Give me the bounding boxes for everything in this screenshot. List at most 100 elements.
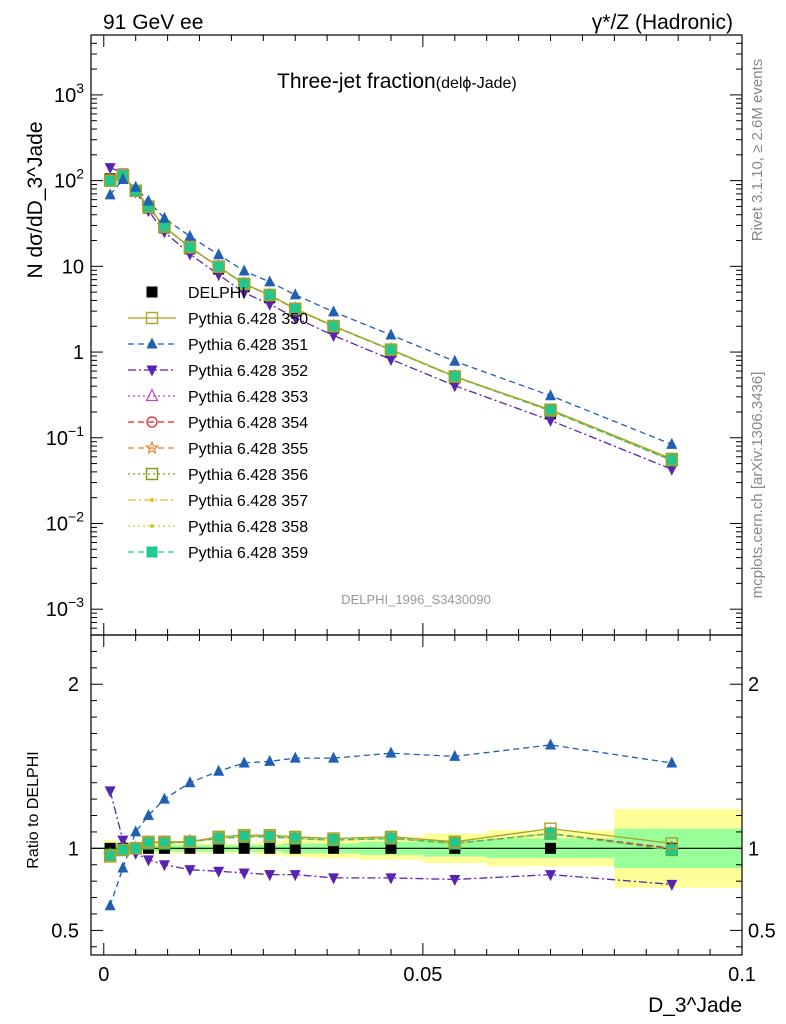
y-tick-label-ratio-left: 0.5 <box>51 920 79 942</box>
analysis-label: DELPHI_1996_S3430090 <box>341 592 491 607</box>
series-point <box>158 835 171 848</box>
legend-label: Pythia 6.428 357 <box>188 493 308 510</box>
series-point <box>158 860 170 872</box>
legend-entry: Pythia 6.428 351 <box>128 337 308 354</box>
series-point <box>384 343 398 356</box>
series-point <box>289 751 301 763</box>
series-point <box>238 831 250 843</box>
series-point <box>142 835 155 848</box>
series-point <box>212 260 225 273</box>
series-point <box>130 825 142 837</box>
y-tick-label-top: 10 <box>62 256 84 278</box>
legend-marker <box>146 286 158 298</box>
data-ratio-point <box>184 842 196 854</box>
series-point <box>666 437 678 449</box>
legend-entry: Pythia 6.428 356 <box>128 467 308 484</box>
series-point <box>289 830 302 844</box>
y-tick-label-exp: 3 <box>76 80 84 96</box>
plot-title-sub: (delϕ-Jade) <box>436 75 517 92</box>
series-point <box>263 829 276 842</box>
series-point <box>213 261 225 273</box>
series-point <box>238 278 250 290</box>
data-ratio-point <box>213 842 225 854</box>
series-lines <box>109 167 673 907</box>
series-point <box>328 873 340 885</box>
y-tick-label-base: 10 <box>54 171 76 193</box>
series-point <box>183 835 197 848</box>
series-point <box>117 844 129 856</box>
y-tick-label-top: 103 <box>54 80 84 107</box>
legend: DELPHI Pythia 6.428 350 Pythia 6.428 351 Py… <box>128 285 308 562</box>
series-point <box>237 829 251 842</box>
y-tick-label-base: 10 <box>46 513 68 535</box>
series-point <box>158 211 170 223</box>
series-point <box>142 194 154 206</box>
series-point <box>264 289 276 301</box>
series-point <box>449 371 461 383</box>
series-point <box>104 786 116 798</box>
data-ratio-point <box>238 842 250 854</box>
series-point <box>213 764 225 776</box>
series-point <box>264 299 276 311</box>
series-point <box>129 842 142 855</box>
series-point <box>142 855 154 867</box>
series-point <box>385 344 397 356</box>
series-point <box>104 163 116 175</box>
legend-label: Pythia 6.428 359 <box>188 545 308 562</box>
series-point <box>117 861 129 873</box>
y-tick-label-top: 10−1 <box>46 423 84 450</box>
series-point <box>130 180 142 192</box>
legend-entry: Pythia 6.428 353 <box>128 388 308 406</box>
data-ratio-point <box>545 842 557 854</box>
series-markers <box>102 163 679 911</box>
y-tick-label-base: 1 <box>73 342 84 364</box>
series-point <box>385 354 397 366</box>
x-axis-label-text: D_3^Jade <box>648 994 742 1017</box>
series-point <box>385 832 397 844</box>
series-point <box>544 822 557 835</box>
legend-label: DELPHI <box>188 285 246 302</box>
series-point <box>117 173 129 185</box>
data-ratio-point <box>289 842 301 854</box>
y-tick-label-ratio-right: 2 <box>748 674 759 696</box>
mcplots-label: mcplots.cern.ch [arXiv:1306.3436] <box>749 372 766 599</box>
legend-entry: Pythia 6.428 355 <box>128 440 308 458</box>
legend-marker <box>145 388 159 402</box>
legend-marker <box>145 467 159 481</box>
y-tick-label-exp: 2 <box>76 166 84 182</box>
y-tick-label-base: 10 <box>46 428 68 450</box>
y-tick-label-base: 10 <box>62 256 84 278</box>
legend-label: Pythia 6.428 354 <box>188 415 308 432</box>
series-point <box>103 174 117 187</box>
series-point <box>263 288 276 302</box>
legend-marker <box>150 524 154 528</box>
series-line-ratio <box>109 744 672 907</box>
series-point <box>238 288 250 300</box>
series-point <box>142 201 154 213</box>
series-point <box>449 381 461 393</box>
series-point <box>238 264 250 276</box>
series-point <box>116 843 130 857</box>
series-point <box>238 868 250 880</box>
series-point <box>545 415 557 427</box>
series-point <box>104 899 116 911</box>
energy-label: 91 GeV ee <box>103 11 203 34</box>
y-tick-label-exp: −2 <box>68 508 84 524</box>
series-point <box>385 328 397 340</box>
y-tick-label-top: 1 <box>73 342 84 364</box>
series-point <box>117 835 129 847</box>
data-ratio-point <box>328 842 340 854</box>
series-point <box>104 188 116 200</box>
series-point <box>264 870 276 882</box>
series-point <box>666 844 678 856</box>
data-ratio-point <box>385 842 397 854</box>
series-point <box>183 241 197 254</box>
x-tick-label: 0 <box>98 964 109 986</box>
series-point <box>289 313 301 325</box>
series-point <box>264 831 276 843</box>
series-point <box>104 849 116 861</box>
x-axis-label: D_3^Jade <box>648 994 742 1017</box>
legend-label: Pythia 6.428 351 <box>188 337 308 354</box>
series-point <box>545 738 557 750</box>
